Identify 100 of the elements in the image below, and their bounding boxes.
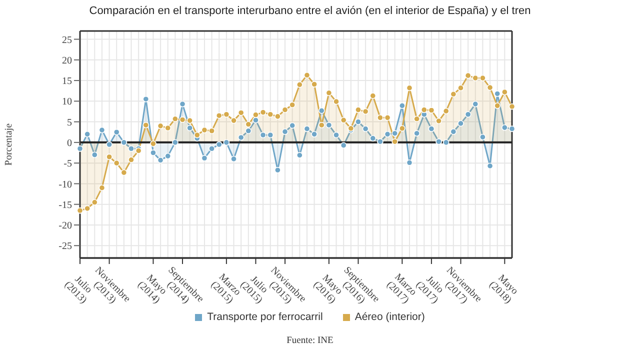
y-tick-label: -15 xyxy=(58,200,72,211)
point xyxy=(120,169,128,176)
point xyxy=(164,152,172,160)
point xyxy=(194,132,200,138)
point xyxy=(436,138,442,145)
point xyxy=(76,207,84,214)
point xyxy=(120,139,128,146)
point xyxy=(252,112,259,118)
point xyxy=(392,138,398,145)
point xyxy=(370,135,376,142)
y-tick-label: -20 xyxy=(58,220,72,232)
point xyxy=(414,130,420,137)
point xyxy=(458,120,464,127)
point xyxy=(333,98,340,105)
point xyxy=(274,166,281,174)
point xyxy=(201,154,208,162)
point xyxy=(318,107,325,114)
point xyxy=(216,112,222,119)
point xyxy=(282,106,288,114)
point xyxy=(260,132,266,138)
point xyxy=(208,128,215,134)
point xyxy=(98,126,106,134)
y-tick-label: -5 xyxy=(64,158,72,170)
point xyxy=(340,116,347,124)
point xyxy=(91,199,98,206)
point xyxy=(98,184,106,192)
legend-label: Aéreo (interior) xyxy=(354,311,425,323)
point xyxy=(370,92,376,99)
point xyxy=(252,116,259,124)
point xyxy=(420,106,428,114)
point xyxy=(384,114,391,121)
point xyxy=(230,117,237,124)
point xyxy=(150,140,156,147)
y-tick-label: 10 xyxy=(62,96,72,108)
point xyxy=(157,156,164,164)
point xyxy=(267,132,274,138)
point xyxy=(76,145,84,152)
point xyxy=(245,121,252,128)
point xyxy=(355,106,362,114)
y-tick-label: 25 xyxy=(62,34,72,46)
chart-title: Comparación en el transporte interurbano entre el avión (en el interior de España) y el tren xyxy=(88,4,532,19)
point xyxy=(142,122,150,128)
point xyxy=(223,111,230,118)
point xyxy=(267,111,274,118)
point xyxy=(326,90,332,96)
point xyxy=(282,128,288,135)
point xyxy=(472,100,479,108)
point xyxy=(128,145,134,152)
point xyxy=(480,74,486,82)
point xyxy=(326,122,332,128)
y-tick-label: 15 xyxy=(62,76,72,88)
point xyxy=(318,122,325,128)
point xyxy=(450,90,457,98)
y-axis-title: Porcentaje xyxy=(4,122,15,166)
point xyxy=(84,130,91,138)
point xyxy=(501,88,508,96)
point xyxy=(464,72,472,79)
point xyxy=(486,162,494,170)
point xyxy=(106,154,112,160)
point xyxy=(201,126,208,134)
point xyxy=(113,128,120,136)
point xyxy=(179,116,186,123)
point xyxy=(106,141,112,148)
point xyxy=(472,74,479,82)
point xyxy=(398,125,406,132)
point xyxy=(172,139,178,146)
point xyxy=(362,108,369,115)
point xyxy=(289,122,296,129)
point xyxy=(186,117,194,124)
point xyxy=(442,139,450,146)
point xyxy=(150,150,156,156)
point xyxy=(296,152,303,158)
point xyxy=(464,111,472,118)
point xyxy=(216,141,222,148)
point xyxy=(428,107,435,114)
point xyxy=(230,156,237,162)
point xyxy=(223,139,230,146)
point xyxy=(494,102,501,109)
point xyxy=(245,128,252,134)
legend-label: Transporte por ferrocarril xyxy=(206,311,323,323)
point xyxy=(458,84,464,92)
point xyxy=(274,113,281,120)
point xyxy=(172,116,178,122)
point xyxy=(480,134,486,140)
point xyxy=(508,126,516,132)
point xyxy=(406,84,413,92)
y-tick-label: -10 xyxy=(58,179,72,190)
point xyxy=(296,81,303,88)
point xyxy=(311,81,318,88)
point xyxy=(304,126,310,132)
point xyxy=(179,100,186,108)
point xyxy=(238,110,244,116)
point xyxy=(333,132,340,138)
point xyxy=(414,116,420,122)
point xyxy=(289,102,296,108)
point xyxy=(113,160,120,166)
point xyxy=(436,118,442,124)
point xyxy=(450,128,457,135)
point xyxy=(362,126,369,132)
point xyxy=(406,159,413,166)
